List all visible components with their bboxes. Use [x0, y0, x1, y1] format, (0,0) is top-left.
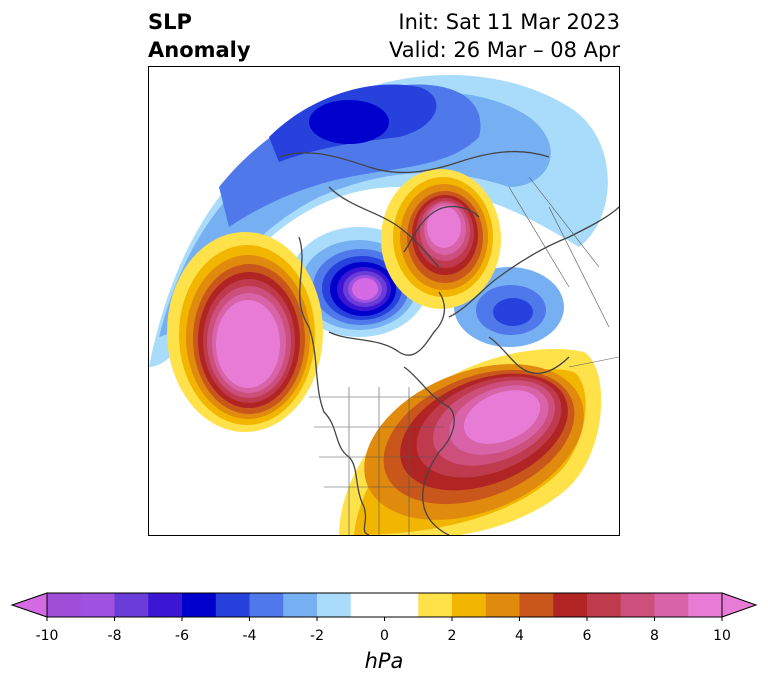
- title-type: Anomaly: [148, 38, 251, 62]
- colorbar-bin: [114, 593, 149, 617]
- colorbar-tick-label: 0: [380, 628, 389, 644]
- valid-range: Valid: 26 Mar – 08 Apr: [389, 38, 620, 62]
- colorbar-bin: [654, 593, 689, 617]
- negative-anomaly-broad: [149, 74, 608, 368]
- colorbar-bin: [485, 593, 520, 617]
- colorbar-unit: hPa: [364, 649, 404, 673]
- arctic-high: [381, 169, 501, 309]
- colorbar-bin: [215, 593, 250, 617]
- colorbar-bin: [519, 593, 554, 617]
- title-variable: SLP: [148, 10, 192, 34]
- colorbar-bin: [47, 593, 82, 617]
- colorbar-bin: [182, 593, 217, 617]
- political-borders: [309, 176, 619, 535]
- colorbar-bin: [553, 593, 588, 617]
- colorbar-bin: [350, 593, 419, 617]
- colorbar-tick-label: 6: [582, 628, 592, 644]
- colorbar-tick-label: 4: [515, 628, 524, 644]
- colorbar-tick-label: -2: [310, 628, 324, 644]
- atlantic-high: [339, 349, 602, 535]
- colorbar-bin: [587, 593, 622, 617]
- colorbar-tick-label: -8: [107, 628, 122, 644]
- colorbar-bin: [418, 593, 453, 617]
- colorbar: [10, 592, 758, 621]
- map-panel: [148, 66, 620, 536]
- colorbar-over-triangle: [721, 592, 758, 618]
- colorbar-tick-label: -4: [242, 628, 257, 644]
- colorbar-bin: [80, 593, 115, 617]
- pacific-high: [167, 232, 323, 432]
- colorbar-tick-label: -10: [35, 628, 59, 644]
- colorbar-bin: [283, 593, 318, 617]
- colorbar-bin: [249, 593, 284, 617]
- colorbar-bin: [688, 593, 723, 617]
- map-title: SLP Anomaly: [148, 8, 251, 64]
- init-date: Init: Sat 11 Mar 2023: [398, 10, 620, 34]
- colorbar-bin: [148, 593, 183, 617]
- colorbar-bin: [452, 593, 487, 617]
- colorbar-tick-label: 8: [650, 628, 659, 644]
- coastlines: [278, 150, 619, 535]
- colorbar-tick-label: -6: [175, 628, 189, 644]
- slp-anomaly-map: [149, 67, 619, 535]
- colorbar-under-triangle: [10, 592, 48, 618]
- colorbar-tick-label: 10: [713, 628, 731, 644]
- colorbar-tick-label: 2: [447, 628, 457, 644]
- map-dates: Init: Sat 11 Mar 2023 Valid: 26 Mar – 08…: [389, 8, 620, 64]
- colorbar-bin: [317, 593, 352, 617]
- colorbar-bin: [620, 593, 655, 617]
